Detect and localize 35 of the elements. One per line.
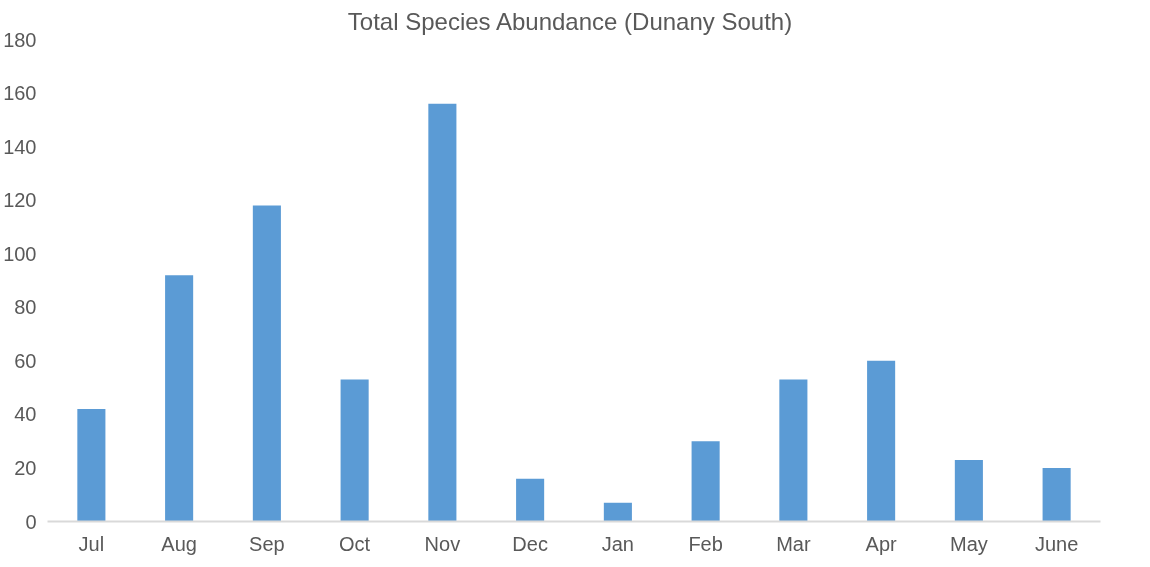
bar xyxy=(165,275,194,522)
y-tick-label: 40 xyxy=(14,403,37,426)
bar xyxy=(954,459,983,522)
x-tick-label: Aug xyxy=(161,532,197,555)
bar xyxy=(867,360,896,522)
x-tick-label: Jan xyxy=(601,532,634,555)
bar xyxy=(428,103,457,522)
bar xyxy=(1042,467,1071,522)
y-tick-label: 160 xyxy=(3,82,37,105)
bar xyxy=(340,379,369,522)
x-tick-label: Mar xyxy=(776,532,811,555)
bar xyxy=(77,409,106,522)
x-tick-label: Apr xyxy=(865,532,898,555)
y-tick-label: 80 xyxy=(14,296,37,319)
bar xyxy=(779,379,808,522)
y-tick-label: 180 xyxy=(3,28,37,51)
y-tick-label: 20 xyxy=(14,456,37,479)
chart-title: Total Species Abundance (Dunany South) xyxy=(347,7,793,35)
y-tick-label: 120 xyxy=(3,189,37,212)
y-tick-label: 140 xyxy=(3,135,37,158)
bar xyxy=(603,502,632,522)
y-tick-label: 0 xyxy=(25,510,37,533)
x-tick-label: June xyxy=(1034,532,1079,555)
bar xyxy=(516,478,545,522)
bar xyxy=(252,205,281,522)
x-tick-label: Sep xyxy=(249,532,285,555)
x-tick-label: Feb xyxy=(688,532,723,555)
y-tick-label: 100 xyxy=(3,242,37,265)
x-tick-label: May xyxy=(949,532,988,555)
y-tick-label: 60 xyxy=(14,349,37,372)
bar xyxy=(691,441,720,522)
x-tick-label: Dec xyxy=(512,532,548,555)
x-tick-label: Jul xyxy=(78,532,105,555)
x-tick-label: Nov xyxy=(424,532,461,555)
x-tick-label: Oct xyxy=(339,532,371,555)
